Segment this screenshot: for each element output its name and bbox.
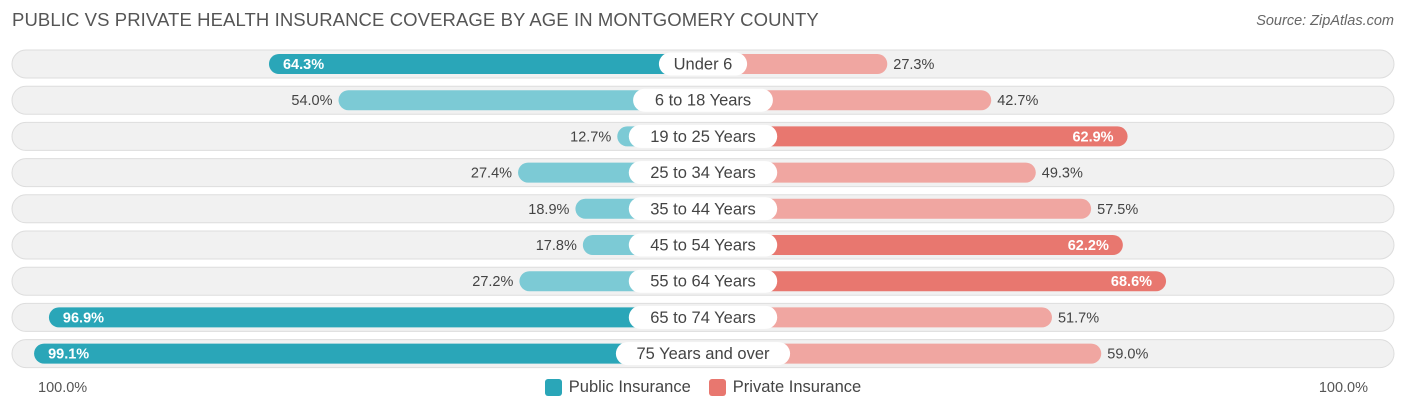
- category-label: 6 to 18 Years: [655, 92, 751, 110]
- private-value-label: 49.3%: [1042, 166, 1083, 182]
- category-label: 19 to 25 Years: [650, 128, 756, 146]
- category-label: 75 Years and over: [636, 345, 770, 363]
- private-value-label: 42.7%: [997, 93, 1038, 109]
- category-label: 65 to 74 Years: [650, 309, 756, 327]
- category-label-pill: [628, 269, 778, 293]
- public-value-label: 27.4%: [471, 166, 512, 182]
- private-bar: [703, 162, 1036, 183]
- category-label-pill: [628, 124, 778, 148]
- legend-label-public: Public Insurance: [568, 378, 691, 396]
- legend-item-public: Public Insurance: [544, 378, 691, 397]
- category-label: 55 to 64 Years: [650, 273, 756, 291]
- legend-swatch-public: [544, 379, 562, 396]
- public-value-label: 12.7%: [570, 129, 611, 145]
- private-value-label: 62.9%: [1072, 129, 1113, 145]
- public-value-label: 18.9%: [528, 202, 569, 218]
- category-label-pill: [628, 197, 778, 221]
- private-bar: [703, 235, 1123, 255]
- public-bar: [268, 54, 703, 74]
- private-value-label: 68.6%: [1111, 274, 1152, 290]
- public-bar: [34, 343, 703, 364]
- private-value-label: 51.7%: [1058, 310, 1099, 326]
- category-label-pill: [628, 233, 778, 257]
- private-value-label: 62.2%: [1068, 238, 1109, 254]
- source-credit: Source: ZipAtlas.com: [1256, 13, 1394, 29]
- legend-swatch-private: [708, 379, 726, 396]
- category-label-pill: [633, 88, 773, 112]
- public-value-label: 27.2%: [472, 274, 513, 290]
- private-bar: [703, 90, 992, 111]
- private-bar: [703, 54, 888, 74]
- legend: Public Insurance Private Insurance: [0, 378, 1406, 397]
- category-label-pill: [628, 161, 778, 185]
- private-bar: [703, 198, 1092, 219]
- category-label-pill: [658, 52, 748, 76]
- public-value-label: 99.1%: [48, 347, 89, 363]
- private-bar: [703, 126, 1128, 147]
- category-label: 45 to 54 Years: [650, 237, 756, 255]
- category-label: 35 to 44 Years: [650, 200, 756, 218]
- private-bar: [703, 343, 1102, 364]
- legend-item-private: Private Insurance: [708, 378, 862, 397]
- category-label-pill: [628, 305, 778, 329]
- axis-left-label: 100.0%: [38, 380, 88, 396]
- legend-label-private: Private Insurance: [732, 378, 862, 396]
- public-value-label: 96.9%: [63, 310, 104, 326]
- private-bar: [703, 271, 1167, 292]
- category-label: 25 to 34 Years: [650, 164, 756, 182]
- private-value-label: 59.0%: [1107, 347, 1148, 363]
- category-label: Under 6: [674, 56, 733, 74]
- public-bar: [48, 307, 704, 328]
- public-value-label: 17.8%: [536, 238, 577, 254]
- category-label-pill: [615, 342, 791, 366]
- private-value-label: 57.5%: [1097, 202, 1138, 218]
- public-value-label: 54.0%: [291, 93, 332, 109]
- public-bar: [338, 90, 703, 111]
- chart-title: PUBLIC VS PRIVATE HEALTH INSURANCE COVER…: [12, 9, 819, 30]
- private-value-label: 27.3%: [893, 57, 934, 73]
- public-value-label: 64.3%: [283, 57, 324, 73]
- axis-right-label: 100.0%: [1318, 380, 1368, 396]
- private-bar: [703, 307, 1052, 328]
